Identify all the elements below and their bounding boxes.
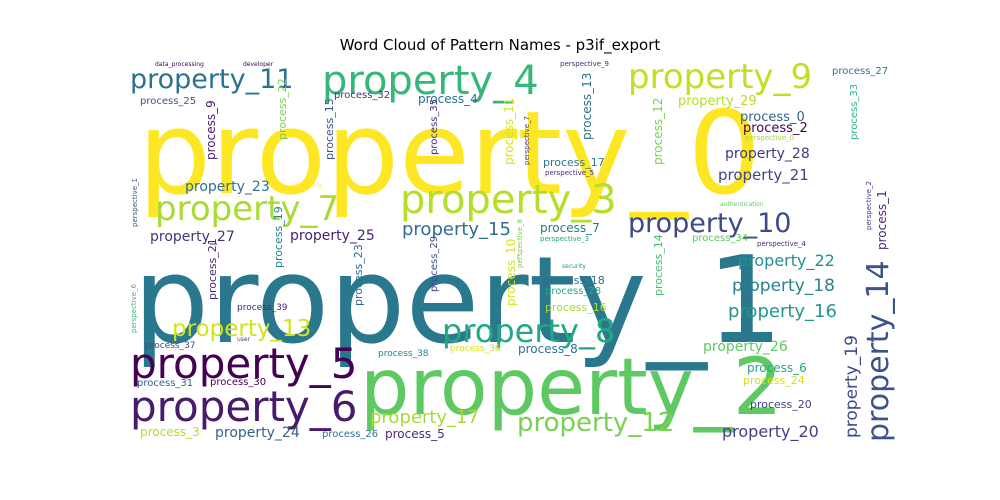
- word-user: user: [237, 336, 251, 343]
- word-data-processing: data_processing: [155, 61, 204, 68]
- word-property-29: property_29: [678, 94, 757, 109]
- word-property-15: property_15: [402, 219, 511, 240]
- word-process-39: process_39: [237, 303, 288, 313]
- word-process-0: process_0: [740, 110, 805, 125]
- word-security: security: [562, 263, 586, 270]
- word-perspective-6: perspective_6: [130, 283, 138, 333]
- word-perspective-8: perspective_8: [516, 219, 524, 268]
- word-perspective-7: perspective_7: [523, 116, 531, 165]
- word-process-37: process_37: [145, 341, 196, 351]
- word-process-16: process_16: [545, 301, 607, 314]
- word-perspective-9: perspective_9: [560, 60, 609, 68]
- word-property-10: property_10: [628, 208, 791, 239]
- word-process-8: process_8: [518, 342, 578, 356]
- word-property-27: property_27: [150, 229, 235, 245]
- word-perspective-4: perspective_4: [757, 240, 807, 248]
- word-property-24: property_24: [215, 425, 300, 441]
- word-process-7: process_7: [540, 221, 600, 235]
- word-property-1: property_1: [133, 232, 783, 371]
- word-process-28: process_28: [545, 286, 601, 297]
- word-process-22: process_22: [276, 78, 289, 140]
- word-property-26: property_26: [703, 339, 788, 355]
- word-process-35: process_35: [429, 99, 440, 155]
- word-process-19: process_19: [272, 206, 285, 268]
- word-property-23: property_23: [185, 179, 270, 195]
- word-process-9: process_9: [204, 100, 218, 160]
- word-perspective-3: perspective_3: [540, 235, 589, 243]
- word-property-22: property_22: [738, 251, 835, 271]
- word-property-11: property_11: [130, 64, 293, 95]
- word-process-18: process_18: [543, 274, 605, 287]
- word-process-31: process_31: [137, 378, 193, 389]
- word-process-17: process_17: [543, 156, 605, 169]
- word-process-2: process_2: [743, 121, 808, 136]
- word-property-0: property_0: [138, 87, 761, 221]
- word-property-21: property_21: [718, 166, 809, 185]
- word-process-38: process_38: [378, 349, 429, 359]
- word-process-24: process_24: [743, 374, 805, 387]
- word-process-13: process_13: [580, 73, 594, 140]
- word-process-12: process_12: [651, 98, 665, 165]
- word-process-1: process_1: [875, 190, 889, 250]
- word-process-10: process_10: [504, 239, 518, 306]
- word-perspective-1: perspective_1: [131, 178, 139, 227]
- word-process-34: process_34: [692, 233, 748, 244]
- word-property-7: property_7: [155, 189, 339, 229]
- word-process-29: process_29: [429, 236, 440, 292]
- word-developer: developer: [243, 61, 274, 68]
- word-process-26: process_26: [322, 429, 378, 440]
- word-process-14: process_14: [652, 234, 665, 296]
- word-property-28: property_28: [725, 146, 810, 162]
- word-property-13: property_13: [172, 316, 311, 342]
- word-process-3: process_3: [140, 425, 200, 439]
- word-process-36: process_36: [450, 344, 501, 354]
- word-process-21: process_21: [206, 238, 219, 300]
- word-property-20: property_20: [722, 422, 819, 442]
- word-process-4: process_4: [418, 92, 478, 106]
- word-property-2: property_2: [360, 343, 783, 433]
- word-scalability: scalability: [292, 182, 323, 189]
- word-property-3: property_3: [400, 177, 617, 223]
- word-property-12: property_12: [517, 408, 674, 438]
- word-process-32: process_32: [334, 90, 390, 101]
- word-process-30: process_30: [210, 377, 266, 388]
- chart-title: Word Cloud of Pattern Names - p3if_expor…: [339, 36, 661, 54]
- word-process-20: process_20: [750, 398, 812, 411]
- word-property-18: property_18: [732, 276, 835, 296]
- word-property-19: property_19: [842, 335, 862, 438]
- word-process-23: process_23: [352, 244, 365, 306]
- word-perspective-0: perspective_0: [745, 134, 794, 142]
- word-process-6: process_6: [747, 361, 807, 375]
- word-process-27: process_27: [832, 66, 888, 77]
- word-property-6: property_6: [130, 382, 358, 431]
- word-property-4: property_4: [322, 58, 539, 104]
- word-property-17: property_17: [370, 407, 479, 428]
- word-property-5: property_5: [130, 339, 358, 388]
- word-process-33: process_33: [849, 84, 860, 140]
- word-property-8: property_8: [442, 312, 615, 350]
- word-perspective-2: perspective_2: [865, 181, 873, 230]
- word-authentication: authentication: [720, 201, 764, 208]
- word-process-15: process_15: [323, 98, 336, 160]
- word-perspective-5: perspective_5: [545, 169, 594, 177]
- word-process-11: process_11: [502, 98, 516, 165]
- word-property-16: property_16: [728, 301, 837, 322]
- word-property-14: property_14: [861, 260, 896, 442]
- word-property-9: property_9: [628, 58, 812, 97]
- word-process-5: process_5: [385, 427, 445, 441]
- word-property-25: property_25: [290, 228, 375, 244]
- word-process-25: process_25: [140, 96, 196, 107]
